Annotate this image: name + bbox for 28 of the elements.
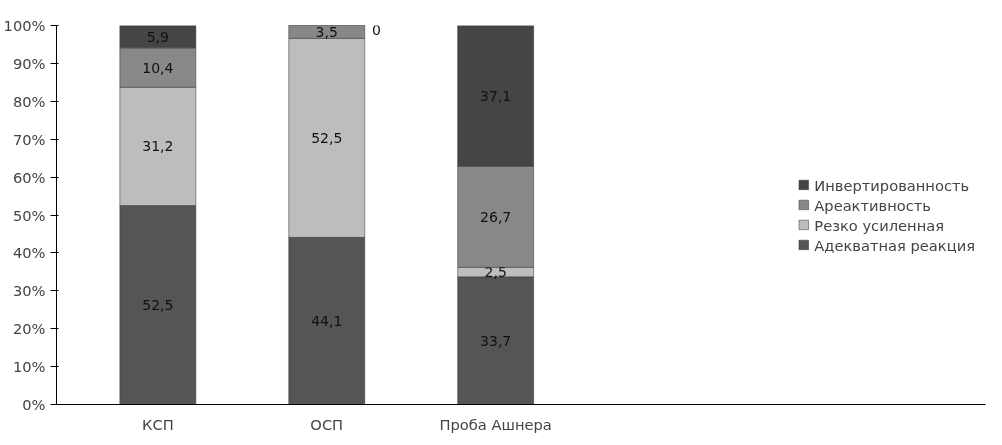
- y-tick-label: 40%: [12, 244, 46, 262]
- data-label: 2,5: [484, 264, 507, 281]
- data-label: 52,5: [311, 129, 343, 146]
- y-tick-label: 30%: [12, 282, 46, 300]
- y-tick-label: 90%: [12, 54, 46, 72]
- y-tick-label: 60%: [12, 168, 46, 186]
- data-label: 0: [371, 22, 381, 39]
- data-label: 52,5: [142, 297, 174, 314]
- data-label: 44,1: [311, 312, 343, 329]
- legend-label: Адекватная реакция: [814, 236, 975, 253]
- x-tick-label: Проба Ашнера: [439, 415, 552, 433]
- y-tick-label: 0%: [22, 396, 46, 413]
- y-tick-label: 80%: [12, 92, 46, 110]
- y-tick-label: 50%: [12, 206, 46, 224]
- data-label: 26,7: [480, 208, 512, 225]
- data-label: 3,5: [315, 23, 338, 40]
- x-tick-label: ОСП: [310, 415, 344, 433]
- legend-label: Ареактивность: [814, 196, 931, 213]
- y-tick-label: 70%: [12, 130, 46, 148]
- legend-label: Резко усиленная: [814, 216, 945, 233]
- data-label: 31,2: [142, 138, 174, 155]
- x-tick-label: КСП: [142, 415, 174, 433]
- legend-label: Инвертированность: [814, 176, 970, 193]
- data-label: 33,7: [480, 332, 512, 349]
- data-label: 10,4: [142, 59, 174, 76]
- y-tick-label: 10%: [12, 358, 46, 376]
- y-tick-label: 100%: [3, 17, 46, 34]
- y-tick-label: 20%: [12, 320, 46, 338]
